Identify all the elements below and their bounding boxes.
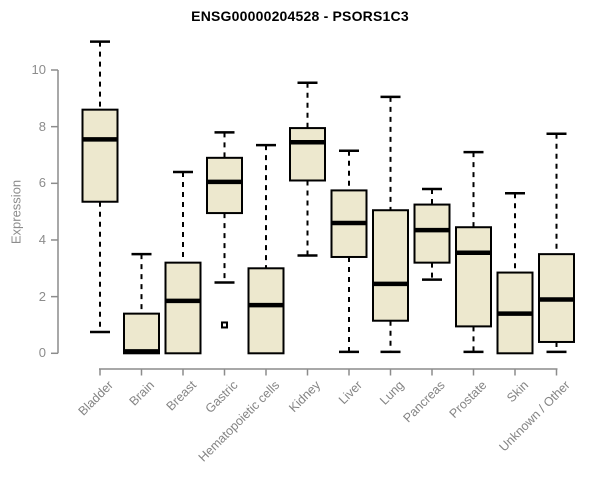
y-tick-label: 6 xyxy=(38,175,46,191)
box-kidney xyxy=(289,127,326,182)
y-tick-label: 10 xyxy=(31,62,46,77)
y-tick-label: 2 xyxy=(38,288,46,304)
box-lung xyxy=(372,209,409,322)
box-breast xyxy=(164,261,202,355)
box-brain xyxy=(123,312,160,355)
y-tick-label: 8 xyxy=(38,118,46,134)
box-gastric xyxy=(206,156,243,215)
box-hematopoietic-cells xyxy=(247,267,285,355)
y-tick-label: 0 xyxy=(38,345,46,361)
chart-title: ENSG00000204528 - PSORS1C3 xyxy=(191,8,409,24)
box-pancreas xyxy=(413,203,451,264)
y-tick-label: 4 xyxy=(38,231,46,247)
box-bladder xyxy=(81,108,119,203)
outlier-gastric xyxy=(221,321,228,329)
box-prostate xyxy=(455,226,492,328)
